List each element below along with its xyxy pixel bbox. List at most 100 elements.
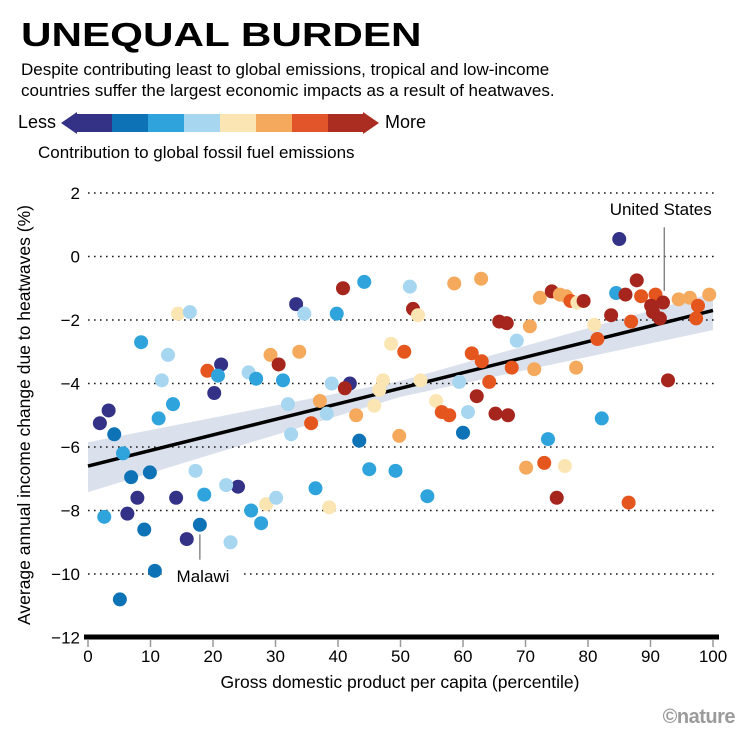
annotation-label-bg-malawi bbox=[164, 566, 242, 587]
scatter-point bbox=[456, 425, 470, 440]
scatter-point bbox=[618, 287, 633, 302]
scatter-point bbox=[166, 397, 180, 412]
y-tick-label: −4 bbox=[61, 375, 80, 394]
scatter-point bbox=[107, 427, 122, 442]
x-tick-label: 0 bbox=[83, 647, 92, 666]
scatter-point bbox=[488, 406, 503, 421]
scatter-point bbox=[420, 489, 435, 504]
y-tick-label: −8 bbox=[61, 502, 80, 521]
scatter-point bbox=[297, 306, 312, 321]
x-tick-label: 20 bbox=[204, 647, 223, 666]
scatter-point bbox=[501, 408, 515, 423]
scatter-point bbox=[429, 393, 444, 408]
scatter-point bbox=[154, 373, 169, 388]
legend-color-segment bbox=[328, 114, 365, 132]
x-tick-label: 90 bbox=[641, 647, 660, 666]
scatter-point bbox=[384, 336, 399, 351]
scatter-point bbox=[522, 319, 537, 334]
scatter-point bbox=[652, 311, 667, 326]
legend-color-segment bbox=[256, 114, 293, 132]
x-tick-label: 40 bbox=[329, 647, 348, 666]
scatter-point bbox=[549, 490, 564, 505]
scatter-point bbox=[271, 357, 286, 372]
scatter-point bbox=[482, 374, 497, 389]
scatter-point bbox=[169, 490, 184, 505]
legend-less-label: Less bbox=[18, 112, 57, 132]
annotation-label-united-states: United States bbox=[610, 200, 712, 219]
scatter-point bbox=[388, 463, 403, 478]
scatter-point bbox=[541, 432, 555, 447]
legend-arrow-left-icon bbox=[61, 112, 77, 134]
scatter-point bbox=[324, 376, 339, 391]
legend-color-segment bbox=[76, 114, 113, 132]
scatter-point bbox=[411, 308, 425, 323]
scatter-point bbox=[352, 433, 367, 448]
scatter-point bbox=[329, 306, 344, 321]
legend-color-segment bbox=[148, 114, 185, 132]
x-tick-label: 70 bbox=[516, 647, 535, 666]
x-axis-title: Gross domestic product per capita (perce… bbox=[221, 672, 580, 692]
scatter-point bbox=[304, 416, 319, 431]
scatter-point bbox=[604, 308, 619, 323]
scatter-point bbox=[442, 408, 457, 423]
scatter-point bbox=[634, 289, 649, 304]
scatter-point bbox=[179, 532, 194, 547]
scatter-point bbox=[469, 389, 484, 404]
scatter-point bbox=[569, 360, 584, 375]
scatter-point bbox=[576, 293, 591, 308]
scatter-point bbox=[124, 470, 139, 485]
scatter-point bbox=[367, 398, 382, 413]
scatter-point bbox=[134, 335, 149, 350]
scatter-point bbox=[319, 406, 334, 421]
scatter-point bbox=[161, 347, 175, 362]
legend-color-segment bbox=[184, 114, 221, 132]
x-tick-label: 100 bbox=[699, 647, 727, 666]
scatter-point bbox=[452, 374, 467, 389]
scatter-point bbox=[461, 405, 475, 420]
y-tick-label: −12 bbox=[51, 629, 80, 648]
scatter-point bbox=[702, 287, 717, 302]
scatter-point bbox=[171, 306, 185, 321]
scatter-point bbox=[621, 495, 636, 510]
scatter-point bbox=[656, 295, 670, 310]
page-title: UNEQUAL BURDEN bbox=[21, 16, 422, 53]
scatter-point bbox=[464, 346, 479, 361]
scatter-point bbox=[188, 463, 203, 478]
scatter-point bbox=[214, 357, 229, 372]
scatter-point bbox=[284, 427, 299, 442]
scatter-point bbox=[349, 408, 364, 423]
scatter-point bbox=[397, 344, 412, 359]
scatter-point bbox=[612, 232, 627, 247]
x-tick-label: 60 bbox=[454, 647, 473, 666]
scatter-point bbox=[392, 428, 407, 443]
legend-caption: Contribution to global fossil fuel emiss… bbox=[38, 143, 355, 162]
trend-line bbox=[87, 308, 714, 468]
scatter-point bbox=[112, 592, 127, 607]
scatter-point bbox=[142, 465, 157, 480]
y-tick-label: 2 bbox=[71, 184, 80, 203]
scatter-point bbox=[192, 517, 207, 532]
scatter-point bbox=[499, 316, 514, 331]
scatter-point bbox=[259, 497, 274, 512]
scatter-point bbox=[527, 362, 542, 377]
y-tick-label: 0 bbox=[71, 248, 80, 267]
scatter-point bbox=[671, 292, 686, 307]
scatter-point bbox=[116, 446, 130, 461]
scatter-point bbox=[269, 490, 284, 505]
scatter-point bbox=[92, 416, 107, 431]
scatter-point bbox=[312, 393, 327, 408]
scatter-point bbox=[101, 403, 116, 418]
annotation-label-malawi: Malawi bbox=[177, 567, 230, 586]
scatter-point bbox=[97, 509, 112, 524]
scatter-point bbox=[587, 317, 602, 332]
scatter-point bbox=[219, 478, 234, 493]
scatter-point bbox=[322, 500, 337, 515]
scatter-point bbox=[624, 314, 639, 329]
x-tick-label: 80 bbox=[579, 647, 598, 666]
legend-color-segment bbox=[220, 114, 257, 132]
scatter-point bbox=[474, 271, 489, 286]
scatter-point bbox=[362, 462, 377, 477]
y-tick-label: −2 bbox=[61, 311, 80, 330]
